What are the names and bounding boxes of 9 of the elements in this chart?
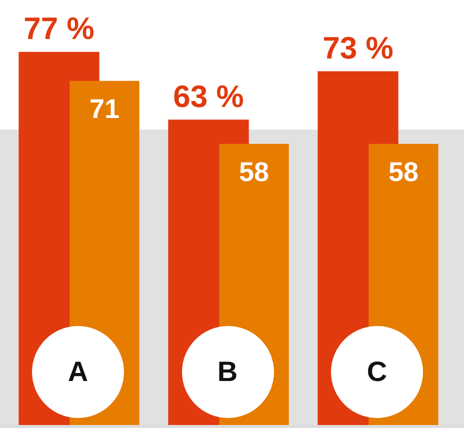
data-label: 73 % [322,30,394,66]
data-label: 71 [89,94,120,124]
data-label: 58 [238,157,270,188]
data-label: 58 [388,157,419,188]
data-label: 77 % [24,11,94,46]
data-label: 63 % [173,79,244,114]
x-tick-label: C [331,326,423,418]
x-tick-label: A [32,326,124,418]
x-tick-label: B [182,326,274,418]
